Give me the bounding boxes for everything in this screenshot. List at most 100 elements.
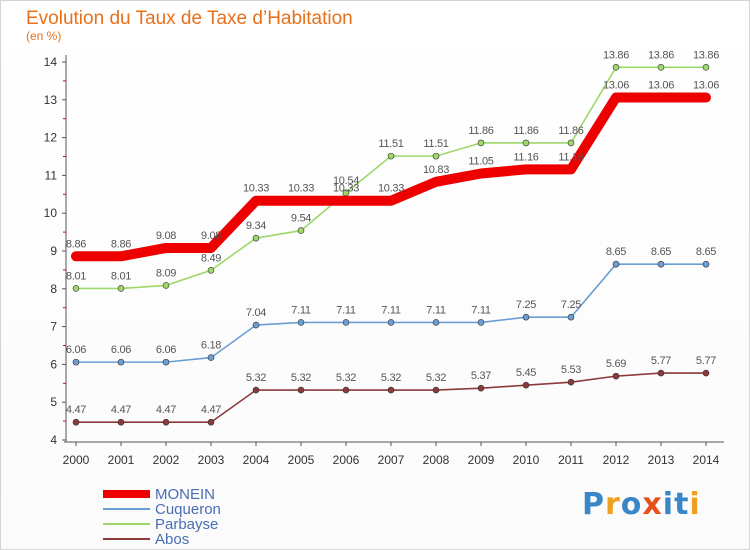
data-label-abos: 5.32 [246,372,266,384]
data-label-parbayse: 11.86 [513,125,538,137]
y-tick-label: 9 [50,244,57,258]
x-tick-label: 2012 [603,453,630,467]
data-point-abos [702,369,710,377]
data-label-monein: 13.06 [603,80,629,92]
y-tick-label: 12 [44,131,58,145]
data-label-abos: 5.32 [336,372,356,384]
data-point-parbayse [162,282,170,289]
logo-letter: i [662,487,675,522]
data-point-parbayse [117,285,125,292]
data-label-cuqueron: 7.25 [516,299,536,311]
x-tick-label: 2004 [243,453,270,467]
data-label-abos: 5.32 [381,372,401,384]
data-label-cuqueron: 6.06 [66,344,86,356]
logo-letter: t [674,487,690,522]
data-point-cuqueron [72,358,80,366]
data-label-cuqueron: 6.18 [201,340,221,352]
data-point-abos [72,418,80,426]
series-line-monein [71,92,711,262]
data-label-monein: 9.08 [156,230,176,242]
y-tick-label: 5 [50,395,57,409]
data-label-parbayse: 9.54 [291,213,311,225]
data-point-abos [207,418,215,426]
x-tick-label: 2005 [288,453,315,467]
data-label-monein: 8.86 [111,238,131,250]
x-tick-label: 2011 [558,453,584,467]
data-label-parbayse: 11.86 [468,125,493,137]
data-label-monein: 11.05 [468,156,493,168]
data-label-monein: 11.16 [513,151,538,163]
data-point-parbayse [522,139,530,147]
data-point-parbayse [252,234,260,242]
data-point-cuqueron [432,319,440,326]
data-label-cuqueron: 7.11 [426,304,446,316]
data-point-abos [252,386,260,394]
legend-label-abos: Abos [155,531,189,548]
data-point-abos [162,418,170,426]
data-label-parbayse: 9.34 [246,220,266,232]
x-tick-label: 2003 [198,453,225,467]
data-point-cuqueron [252,321,260,329]
data-label-parbayse: 11.51 [378,138,403,150]
data-label-abos: 5.37 [471,370,491,382]
data-label-parbayse: 11.51 [423,138,448,150]
logo-letter: x [642,487,663,522]
data-label-cuqueron: 8.65 [651,246,671,258]
data-label-monein: 10.33 [288,183,314,195]
data-label-parbayse: 13.86 [648,49,674,61]
data-label-monein: 8.86 [66,238,86,250]
y-tick-label: 6 [50,357,57,371]
y-tick-label: 7 [50,320,57,334]
data-point-abos [612,372,620,380]
y-tick-label: 4 [50,433,57,447]
data-label-cuqueron: 7.11 [291,304,311,316]
data-label-monein: 10.33 [378,183,404,195]
data-point-parbayse [297,227,305,234]
data-labels: 4.47 4.47 4.47 4.47 5.32 5.32 5.32 5.32 5.32 5.37… [66,49,720,416]
x-tick-label: 2001 [108,453,135,467]
data-label-parbayse: 8.01 [66,270,86,282]
chart-subtitle: (en %) [26,29,61,43]
data-point-cuqueron [342,319,350,326]
data-label-parbayse: 13.86 [603,49,629,61]
series-layer [71,63,711,426]
chart-title: Evolution du Taux de Taxe d’Habitation [26,8,353,29]
y-tick-label: 8 [50,282,57,296]
data-point-abos [432,386,440,394]
data-label-parbayse: 8.49 [201,252,221,264]
data-label-abos: 5.45 [516,367,536,379]
data-point-cuqueron [387,319,395,326]
x-tick-label: 2013 [648,453,675,467]
data-label-parbayse: 8.01 [111,270,131,282]
data-point-cuqueron [657,260,665,268]
data-point-cuqueron [702,260,710,268]
y-tick-label: 13 [44,93,58,107]
data-label-abos: 5.53 [561,364,581,376]
data-label-cuqueron: 8.65 [606,246,626,258]
data-point-abos [297,386,305,394]
data-point-parbayse [567,139,575,147]
legend-label-cuqueron: Cuqueron [155,501,221,518]
data-point-parbayse [387,152,395,160]
data-label-cuqueron: 7.11 [381,304,401,316]
data-point-abos [522,381,530,389]
data-label-monein: 9.08 [201,230,221,242]
data-label-abos: 4.47 [111,404,131,416]
data-label-parbayse: 10.54 [333,175,359,187]
data-label-abos: 4.47 [156,404,176,416]
data-label-abos: 5.32 [426,372,446,384]
data-point-abos [477,384,485,392]
logo-letter: P [582,487,605,522]
data-label-abos: 4.47 [66,404,86,416]
data-label-monein: 11.16 [558,151,583,163]
data-label-monein: 13.06 [693,80,719,92]
data-point-parbayse [477,139,485,147]
data-label-parbayse: 13.86 [693,49,719,61]
data-label-abos: 4.47 [201,404,221,416]
data-label-cuqueron: 6.06 [111,344,131,356]
data-label-abos: 5.32 [291,372,311,384]
x-tick-label: 2010 [513,453,540,467]
data-point-parbayse [612,63,620,71]
